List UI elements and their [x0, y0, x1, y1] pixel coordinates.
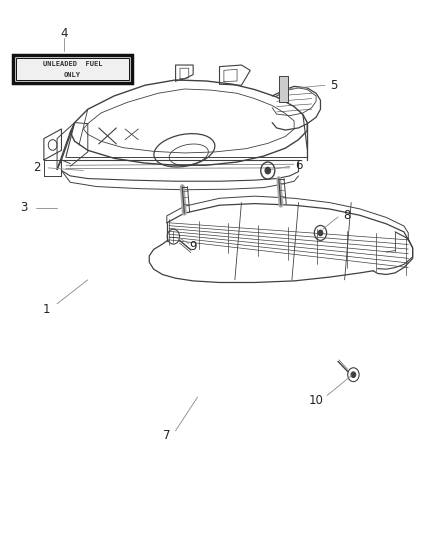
FancyBboxPatch shape	[13, 55, 131, 83]
Text: 6: 6	[294, 159, 302, 172]
Text: 9: 9	[189, 240, 197, 253]
Text: 8: 8	[343, 209, 350, 222]
Text: 10: 10	[308, 394, 323, 407]
Text: 1: 1	[42, 303, 50, 316]
Circle shape	[265, 167, 270, 174]
Text: UNLEADED  FUEL: UNLEADED FUEL	[42, 61, 102, 67]
Text: ONLY: ONLY	[64, 72, 81, 78]
Text: 5: 5	[329, 79, 336, 92]
Text: 7: 7	[162, 430, 170, 442]
Text: 4: 4	[60, 27, 67, 39]
Circle shape	[350, 372, 355, 377]
Text: 2: 2	[33, 161, 41, 174]
Circle shape	[318, 230, 322, 236]
Text: 3: 3	[21, 201, 28, 214]
Bar	[278, 76, 287, 102]
